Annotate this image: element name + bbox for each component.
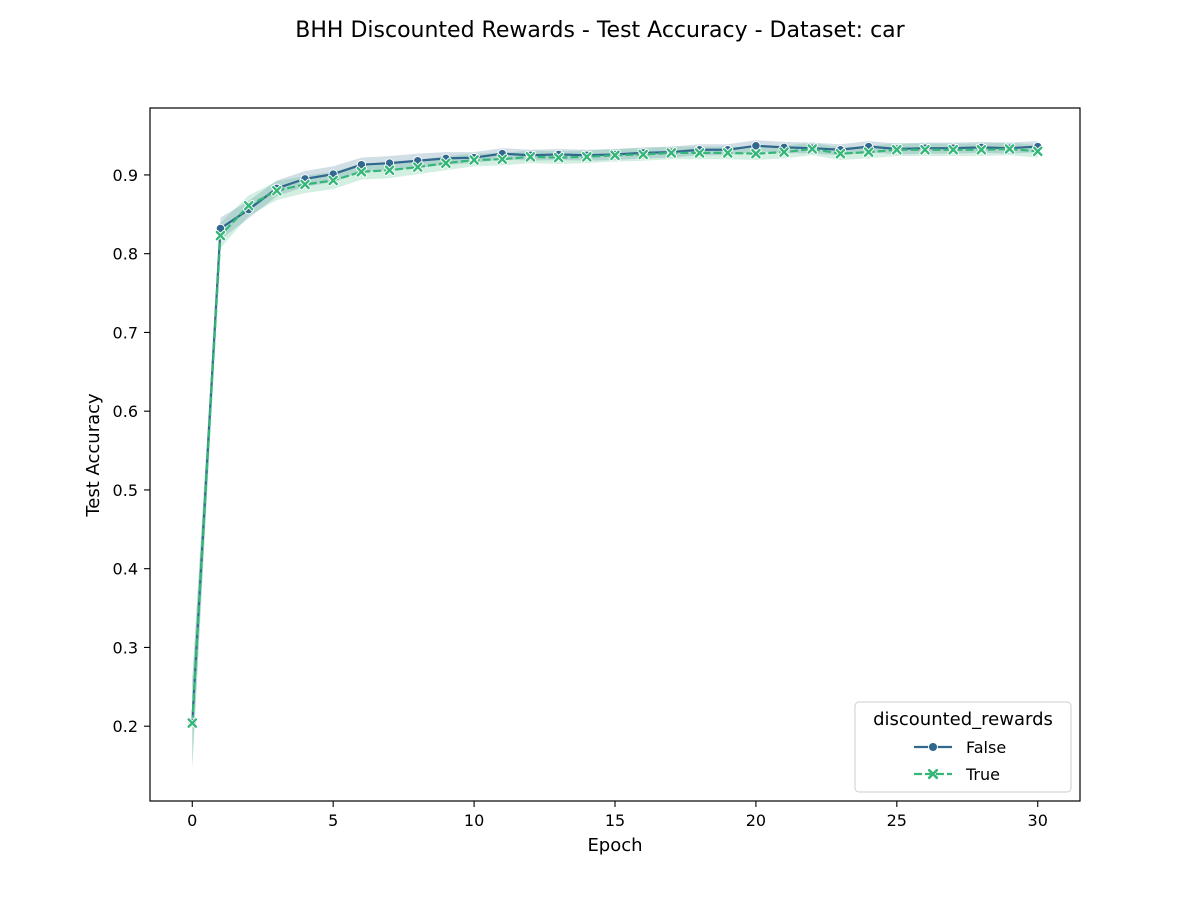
- data-point-true: [637, 148, 649, 161]
- confidence-bands: [192, 140, 1038, 770]
- legend-entries: False True: [914, 738, 1006, 784]
- confidence-band-false: [192, 140, 1038, 766]
- data-point-true: [524, 151, 537, 163]
- y-tick-label: 0.5: [113, 481, 138, 500]
- data-point-true: [609, 149, 621, 161]
- legend-label: True: [965, 765, 1000, 784]
- y-axis-ticks: 0.2 0.3 0.4 0.5 0.6 0.7 0.8 0.9: [113, 166, 150, 736]
- x-axis-ticks: 0 5 10 15 20 25 30: [187, 801, 1048, 830]
- legend-entry-true: True: [914, 765, 1000, 784]
- y-tick-label: 0.4: [113, 560, 138, 579]
- data-point-true: [1032, 145, 1044, 158]
- data-point-true: [778, 146, 790, 158]
- data-point-true: [919, 144, 931, 156]
- data-point-true: [355, 166, 368, 178]
- series-line-true: [191, 147, 1038, 724]
- y-tick-label: 0.8: [113, 245, 138, 264]
- x-tick-label: 5: [328, 811, 338, 830]
- series-lines: [191, 144, 1038, 724]
- data-point-true: [975, 144, 988, 156]
- data-point-true: [327, 174, 339, 187]
- x-tick-label: 20: [746, 811, 766, 830]
- legend-label: False: [966, 738, 1006, 757]
- data-point-true: [1003, 143, 1016, 155]
- data-point-true: [806, 143, 818, 155]
- data-point-true: [693, 147, 706, 159]
- data-point-true: [214, 229, 227, 242]
- data-point-true: [496, 153, 508, 165]
- legend-box: [854, 701, 1072, 793]
- data-point-true: [468, 154, 480, 166]
- data-point-false: [751, 141, 761, 151]
- x-tick-label: 25: [887, 811, 907, 830]
- data-point-true: [552, 151, 565, 164]
- legend-marker: [928, 742, 938, 752]
- data-point-true: [862, 146, 875, 158]
- y-tick-label: 0.3: [113, 638, 138, 657]
- legend-title: discounted_rewards: [873, 709, 1053, 730]
- data-point-true: [947, 144, 959, 156]
- y-tick-label: 0.6: [113, 402, 138, 421]
- legend: discounted_rewards False True: [854, 701, 1072, 793]
- data-point-true: [834, 147, 847, 160]
- data-point-true: [271, 184, 283, 197]
- y-tick-label: 0.7: [113, 323, 138, 342]
- series-line-false: [191, 144, 1038, 723]
- legend-marker: [927, 768, 939, 780]
- y-tick-label: 0.9: [113, 166, 138, 185]
- data-point-true: [299, 178, 311, 191]
- x-axis-label: Epoch: [587, 835, 642, 856]
- data-point-true: [412, 161, 424, 173]
- data-point-true: [186, 717, 198, 729]
- data-point-true: [891, 144, 903, 156]
- y-tick-label: 0.2: [113, 717, 138, 736]
- data-point-true: [750, 147, 762, 160]
- data-point-true: [242, 199, 255, 212]
- data-point-true: [665, 147, 678, 159]
- x-tick-label: 0: [187, 811, 197, 830]
- legend-entry-false: False: [914, 738, 1006, 757]
- data-point-true: [440, 157, 452, 169]
- x-tick-label: 15: [605, 811, 625, 830]
- series-markers: [186, 141, 1044, 729]
- y-axis-label: Test Accuracy: [83, 393, 104, 518]
- data-point-true: [722, 147, 734, 159]
- x-tick-label: 10: [464, 811, 484, 830]
- plot-frame: [149, 107, 1081, 802]
- data-point-true: [581, 151, 593, 163]
- chart-title: BHH Discounted Rewards - Test Accuracy -…: [295, 18, 905, 43]
- confidence-band-true: [192, 142, 1038, 770]
- x-tick-label: 30: [1028, 811, 1048, 830]
- data-point-true: [383, 164, 396, 176]
